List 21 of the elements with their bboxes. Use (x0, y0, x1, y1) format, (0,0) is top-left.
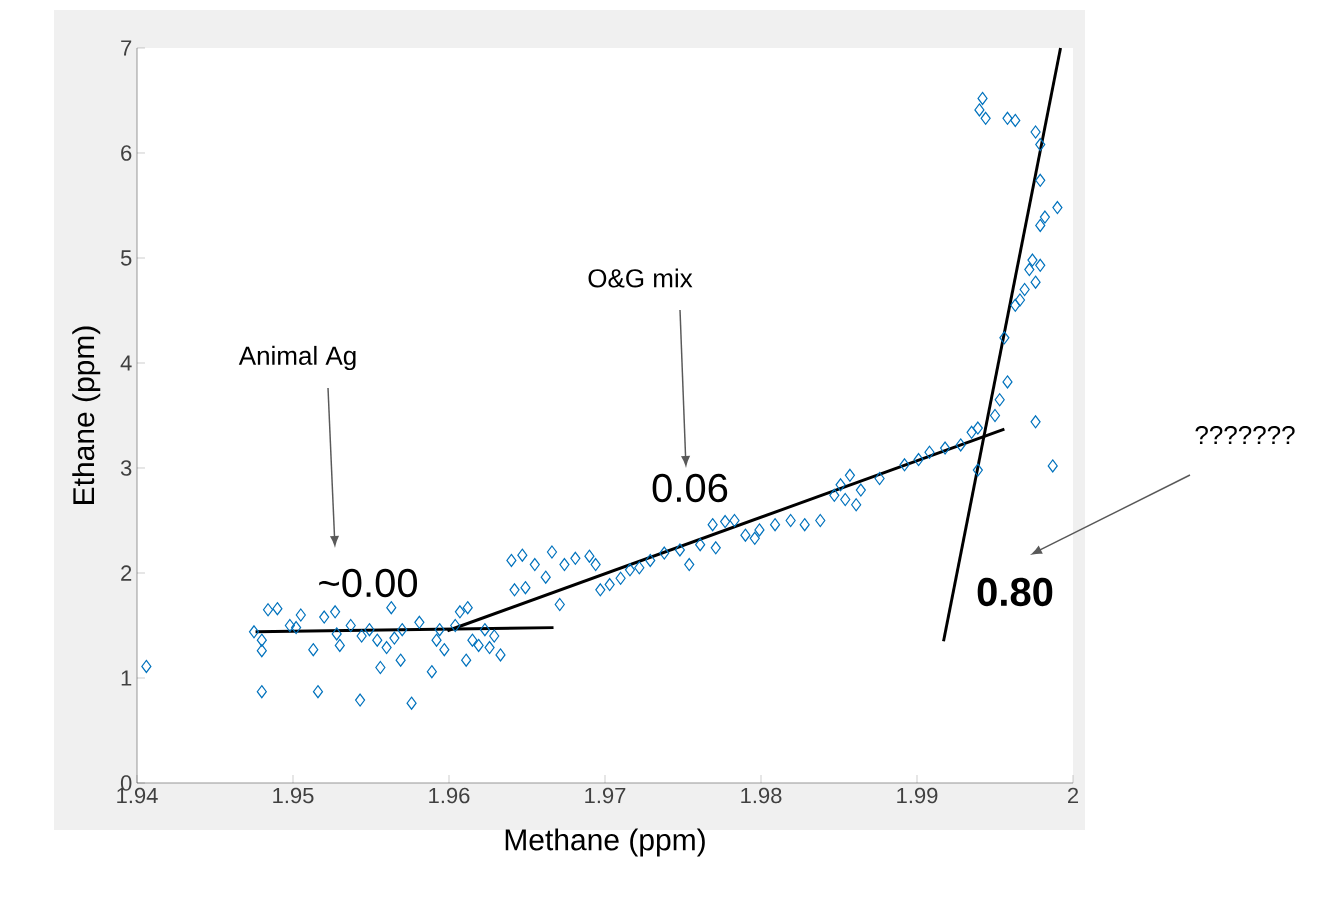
text: ??????? (1195, 425, 1295, 445)
y-axis-title: Ethane (ppm) (72, 326, 101, 504)
y-tick-label: 1 (121, 670, 132, 686)
y-tick-label: 3 (120, 460, 132, 476)
annotation: Animal Ag (238, 345, 356, 371)
y-tick-label: 2 (121, 565, 132, 581)
annotation: 0.80 (977, 577, 1053, 607)
x-tick-label: 1.99 (897, 787, 938, 804)
y-tick-label: 4 (120, 355, 132, 371)
annotation: ~0.00 (319, 568, 418, 598)
x-tick-label: 1.95 (273, 787, 314, 804)
x-tick-label: 1.97 (585, 787, 626, 804)
y-tick-label: 7 (121, 40, 132, 56)
annotation: 0.06 (652, 473, 728, 503)
x-tick-label: 1.96 (429, 787, 470, 804)
x-axis-title: Methane (ppm) (505, 828, 705, 857)
x-tick-label: 1.98 (741, 787, 782, 804)
y-tick-label: 6 (121, 145, 132, 161)
y-tick-label: 5 (120, 250, 132, 266)
x-tick-label: 2 (1068, 787, 1079, 804)
annotation: O&G mix (588, 268, 693, 288)
